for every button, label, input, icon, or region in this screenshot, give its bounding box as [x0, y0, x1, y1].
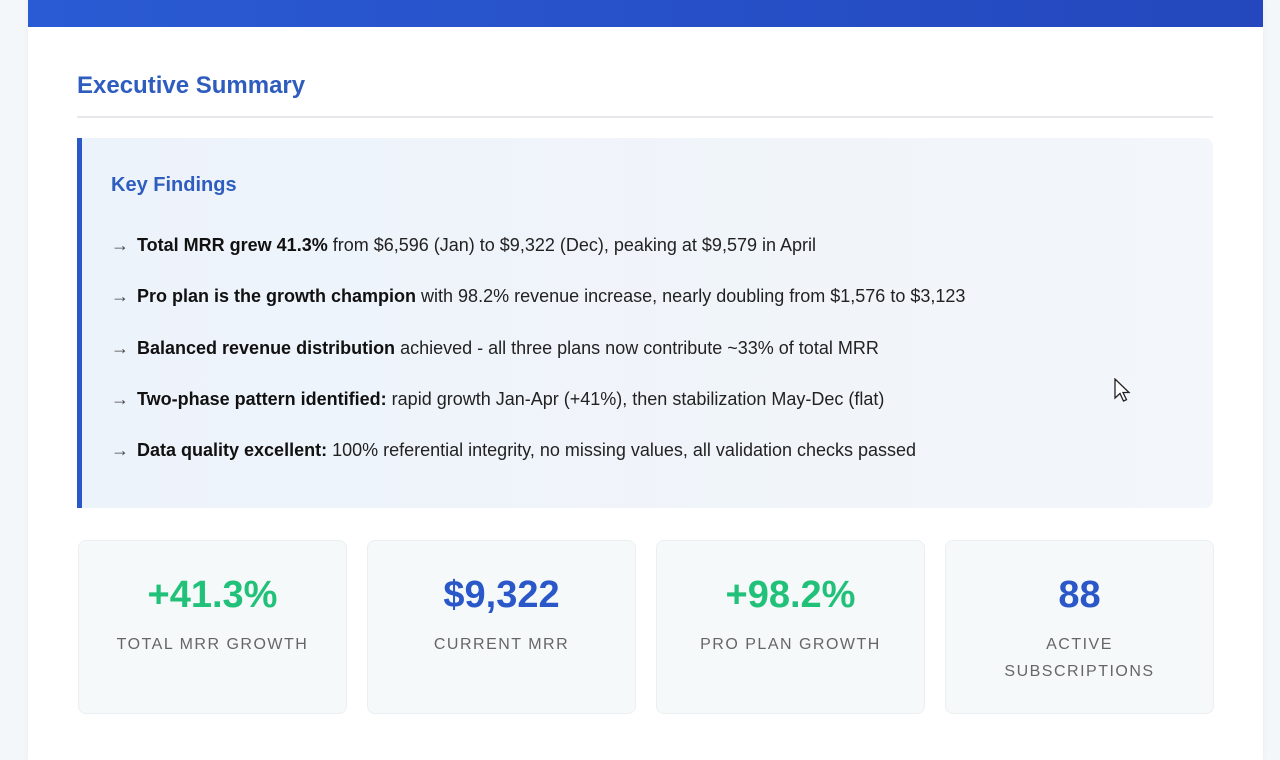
metric-label: ACTIVE SUBSCRIPTIONS	[1004, 636, 1155, 680]
finding-item: → Pro plan is the growth champion with 98…	[111, 286, 965, 307]
mouse-cursor-icon	[1114, 378, 1131, 402]
header-bar	[28, 0, 1263, 27]
arrow-right-icon: →	[111, 440, 129, 460]
arrow-right-icon: →	[111, 235, 129, 255]
finding-bold: Total MRR grew 41.3%	[137, 235, 328, 255]
metric-value: +41.3%	[147, 574, 278, 616]
metric-card-active-subscriptions: 88 ACTIVE SUBSCRIPTIONS	[945, 540, 1214, 714]
key-findings-title: Key Findings	[111, 174, 237, 196]
metric-label: TOTAL MRR GROWTH	[116, 636, 309, 653]
finding-item: → Two-phase pattern identified: rapid gro…	[111, 389, 884, 410]
metric-card-current-mrr: $9,322 CURRENT MRR	[367, 540, 636, 714]
arrow-right-icon: →	[111, 389, 129, 409]
metric-card-pro-growth: +98.2% PRO PLAN GROWTH	[656, 540, 925, 714]
section-title: Executive Summary	[77, 72, 306, 99]
finding-text: from $6,596 (Jan) to $9,322 (Dec), peaki…	[327, 235, 817, 255]
finding-bold: Balanced revenue distribution	[137, 338, 396, 358]
finding-text: 100% referential integrity, no missing v…	[327, 440, 917, 460]
finding-bold: Data quality excellent:	[137, 440, 328, 460]
finding-text: with 98.2% revenue increase, nearly doub…	[416, 286, 966, 306]
key-findings-box: Key Findings → Total MRR grew 41.3% from …	[77, 138, 1213, 508]
finding-item: → Balanced revenue distribution achieved …	[111, 338, 879, 359]
finding-bold: Pro plan is the growth champion	[137, 286, 417, 306]
report-page: Executive Summary Key Findings → Total MR…	[28, 0, 1263, 760]
metric-value: 88	[1058, 574, 1101, 616]
finding-bold: Two-phase pattern identified:	[137, 389, 387, 409]
metric-label: PRO PLAN GROWTH	[700, 636, 881, 653]
metric-value: $9,322	[443, 574, 560, 616]
finding-text: achieved - all three plans now contribut…	[395, 338, 879, 358]
metric-value: +98.2%	[725, 574, 856, 616]
finding-text: rapid growth Jan-Apr (+41%), then stabil…	[386, 389, 885, 409]
metric-card-mrr-growth: +41.3% TOTAL MRR GROWTH	[78, 540, 347, 714]
finding-item: → Total MRR grew 41.3% from $6,596 (Jan) …	[111, 235, 816, 256]
arrow-right-icon: →	[111, 338, 129, 358]
arrow-right-icon: →	[111, 286, 129, 306]
divider	[77, 116, 1213, 118]
finding-item: → Data quality excellent: 100% referentia…	[111, 440, 916, 461]
metric-label: CURRENT MRR	[433, 636, 570, 653]
